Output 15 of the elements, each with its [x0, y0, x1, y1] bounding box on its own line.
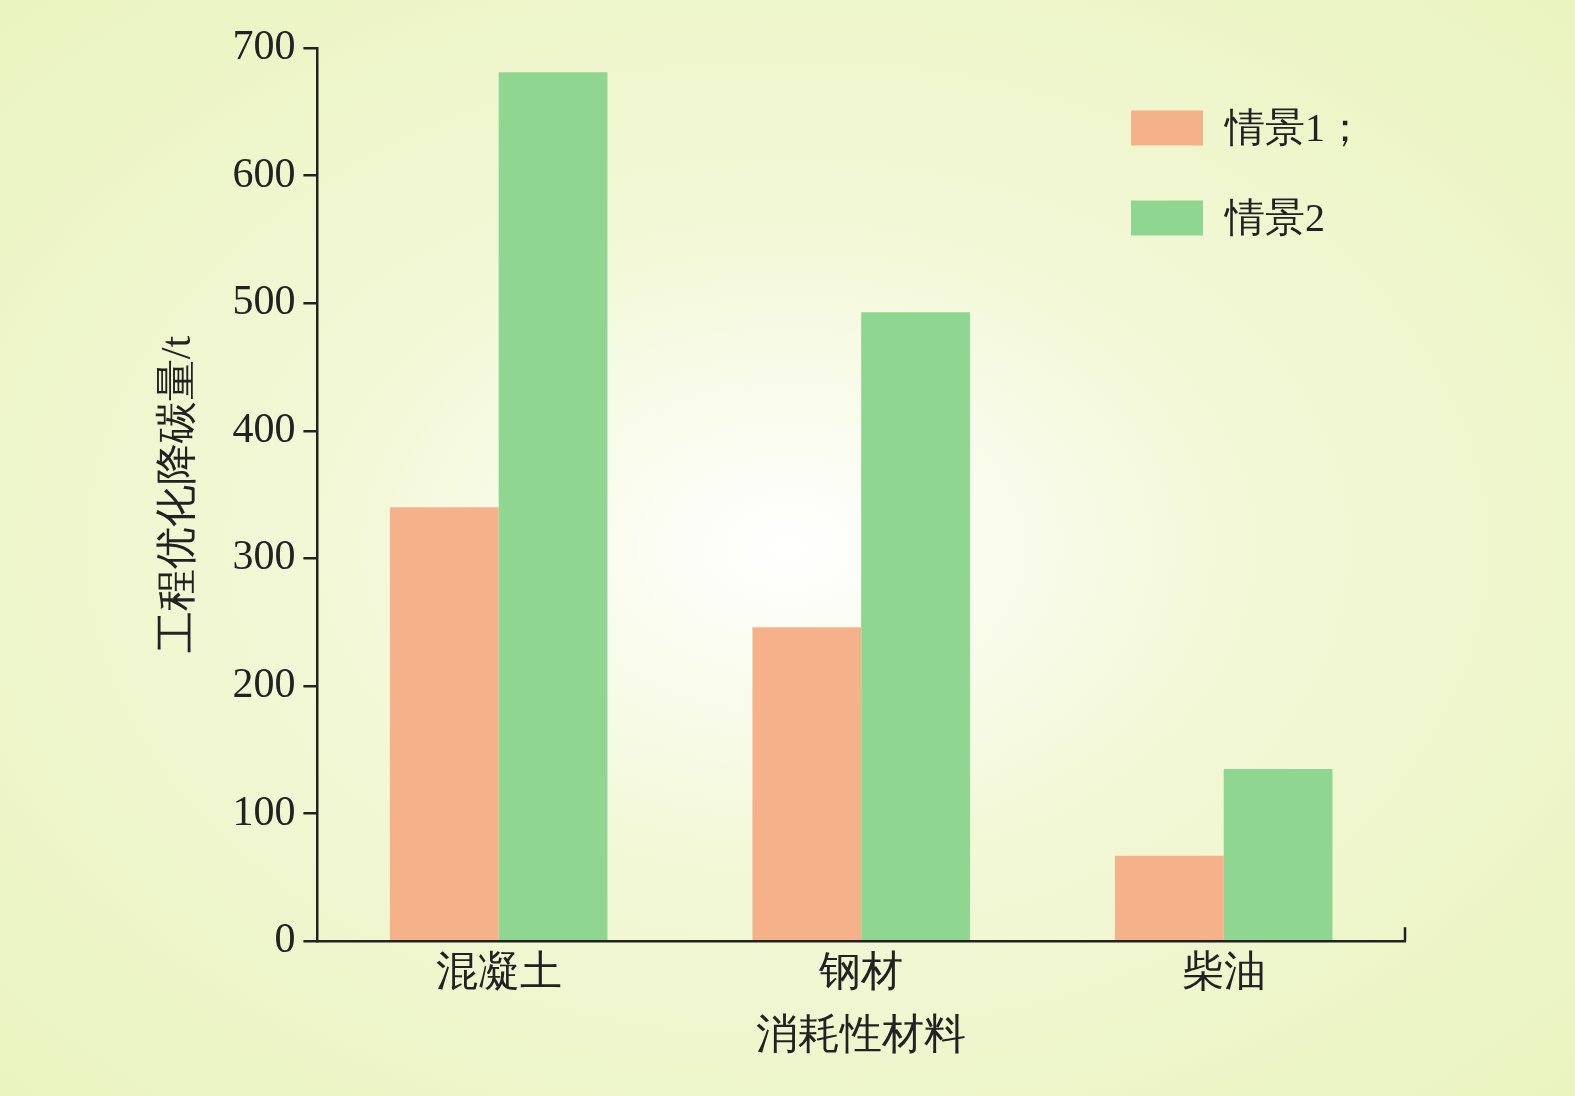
legend-label: 情景2	[1223, 194, 1325, 240]
y-tick-label: 700	[232, 22, 296, 69]
x-tick-label: 柴油	[1181, 948, 1266, 995]
x-tick-label: 钢材	[818, 948, 904, 995]
x-tick-label: 混凝土	[435, 948, 562, 995]
y-tick-label: 500	[232, 277, 296, 324]
y-tick-label: 0	[274, 915, 296, 962]
x-axis-title: 消耗性材料	[756, 1010, 967, 1057]
y-axis-title: 工程优化降碳量/t	[153, 335, 200, 654]
y-tick-label: 600	[232, 149, 296, 196]
y-tick-label: 200	[232, 660, 296, 707]
y-tick-label: 400	[232, 404, 296, 451]
y-tick-label: 300	[232, 532, 296, 579]
y-tick-label: 100	[232, 787, 296, 834]
legend-label: 情景1；	[1223, 104, 1365, 150]
